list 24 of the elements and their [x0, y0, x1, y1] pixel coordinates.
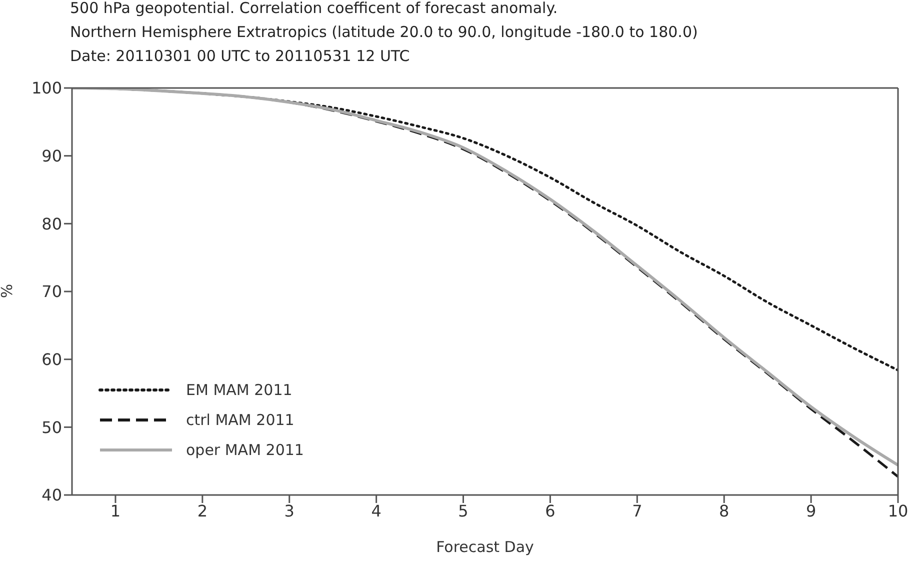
chart-subtitle: Northern Hemisphere Extratropics (latitude 20.0 to 90.0, longitude -180.0 to 180.0) Date: 20110301 00 UTC to 20110531 12 UTC [70, 22, 698, 67]
x-tick-label: 5 [458, 501, 468, 520]
x-axis-title: Forecast Day [435, 538, 535, 556]
y-tick-label: 60 [42, 350, 62, 370]
x-tick-label: 9 [806, 501, 816, 520]
legend-label: EM MAM 2011 [186, 381, 292, 399]
legend-label: ctrl MAM 2011 [186, 411, 294, 429]
y-tick-label: 40 [42, 486, 62, 505]
x-tick-label: 7 [632, 501, 642, 520]
chart-title: 500 hPa geopotential. Correlation coefficent of forecast anomaly. [70, 0, 559, 19]
y-tick-label: 80 [42, 214, 62, 234]
y-tick-label: 90 [42, 146, 62, 166]
y-tick-label: 100 [31, 78, 62, 98]
x-tick-label: 1 [110, 501, 121, 520]
y-axis-title: % [0, 284, 16, 298]
x-tick-label: 2 [197, 501, 208, 520]
x-tick-label: 8 [719, 501, 730, 520]
x-tick-label: 6 [545, 501, 556, 520]
y-tick-label: 50 [42, 418, 62, 437]
x-tick-label: 3 [284, 501, 294, 520]
x-tick-label: 4 [371, 501, 382, 520]
legend-label: oper MAM 2011 [186, 441, 304, 459]
x-tick-label: 10 [888, 501, 908, 520]
y-tick-label: 70 [42, 282, 62, 302]
